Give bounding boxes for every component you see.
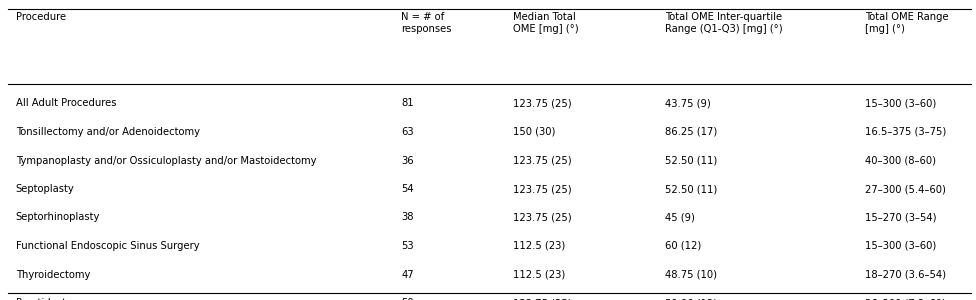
Text: 43.75 (9): 43.75 (9): [665, 98, 711, 109]
Text: 48.75 (10): 48.75 (10): [665, 269, 716, 280]
Text: 123.75 (25): 123.75 (25): [513, 98, 572, 109]
Text: 38: 38: [401, 212, 414, 223]
Text: Procedure: Procedure: [16, 12, 65, 22]
Text: 112.5 (23): 112.5 (23): [513, 269, 566, 280]
Text: 60 (12): 60 (12): [665, 241, 701, 251]
Text: Thyroidectomy: Thyroidectomy: [16, 269, 90, 280]
Text: 53: 53: [401, 241, 414, 251]
Text: 123.75 (25): 123.75 (25): [513, 212, 572, 223]
Text: Functional Endoscopic Sinus Surgery: Functional Endoscopic Sinus Surgery: [16, 241, 199, 251]
Text: 54: 54: [401, 184, 414, 194]
Text: 27–300 (5.4–60): 27–300 (5.4–60): [865, 184, 946, 194]
Text: Septorhinoplasty: Septorhinoplasty: [16, 212, 100, 223]
Text: 123.75 (25): 123.75 (25): [513, 184, 572, 194]
Text: 52.50 (11): 52.50 (11): [665, 155, 717, 166]
Text: 81: 81: [401, 98, 414, 109]
Text: 36: 36: [401, 155, 414, 166]
Text: Total OME Range
[mg] (°): Total OME Range [mg] (°): [865, 12, 949, 34]
Text: 52.50 (11): 52.50 (11): [665, 184, 717, 194]
Text: All Adult Procedures: All Adult Procedures: [16, 98, 116, 109]
Text: Tonsillectomy and/or Adenoidectomy: Tonsillectomy and/or Adenoidectomy: [16, 127, 200, 137]
Text: 123.75 (25): 123.75 (25): [513, 155, 572, 166]
Text: 45 (9): 45 (9): [665, 212, 695, 223]
Text: 15–300 (3–60): 15–300 (3–60): [865, 241, 936, 251]
Text: 40–300 (8–60): 40–300 (8–60): [865, 155, 936, 166]
Text: Median Total
OME [mg] (°): Median Total OME [mg] (°): [513, 12, 579, 34]
Text: 59.90 (12): 59.90 (12): [665, 298, 717, 300]
Text: 63: 63: [401, 127, 414, 137]
Text: 150 (30): 150 (30): [513, 127, 555, 137]
Text: Parotidectomy: Parotidectomy: [16, 298, 87, 300]
Text: Septoplasty: Septoplasty: [16, 184, 74, 194]
Text: 112.5 (23): 112.5 (23): [513, 241, 566, 251]
Text: 86.25 (17): 86.25 (17): [665, 127, 717, 137]
Text: 47: 47: [401, 269, 414, 280]
Text: 36–300 (7.2–60): 36–300 (7.2–60): [865, 298, 946, 300]
Text: Total OME Inter-quartile
Range (Q1-Q3) [mg] (°): Total OME Inter-quartile Range (Q1-Q3) […: [665, 12, 783, 34]
Text: 123.75 (25): 123.75 (25): [513, 298, 572, 300]
Text: 15–270 (3–54): 15–270 (3–54): [865, 212, 936, 223]
Text: 15–300 (3–60): 15–300 (3–60): [865, 98, 936, 109]
Text: 18–270 (3.6–54): 18–270 (3.6–54): [865, 269, 946, 280]
Text: 50: 50: [401, 298, 414, 300]
Text: N = # of
responses: N = # of responses: [401, 12, 452, 34]
Text: Tympanoplasty and/or Ossiculoplasty and/or Mastoidectomy: Tympanoplasty and/or Ossiculoplasty and/…: [16, 155, 316, 166]
Text: 16.5–375 (3–75): 16.5–375 (3–75): [865, 127, 946, 137]
